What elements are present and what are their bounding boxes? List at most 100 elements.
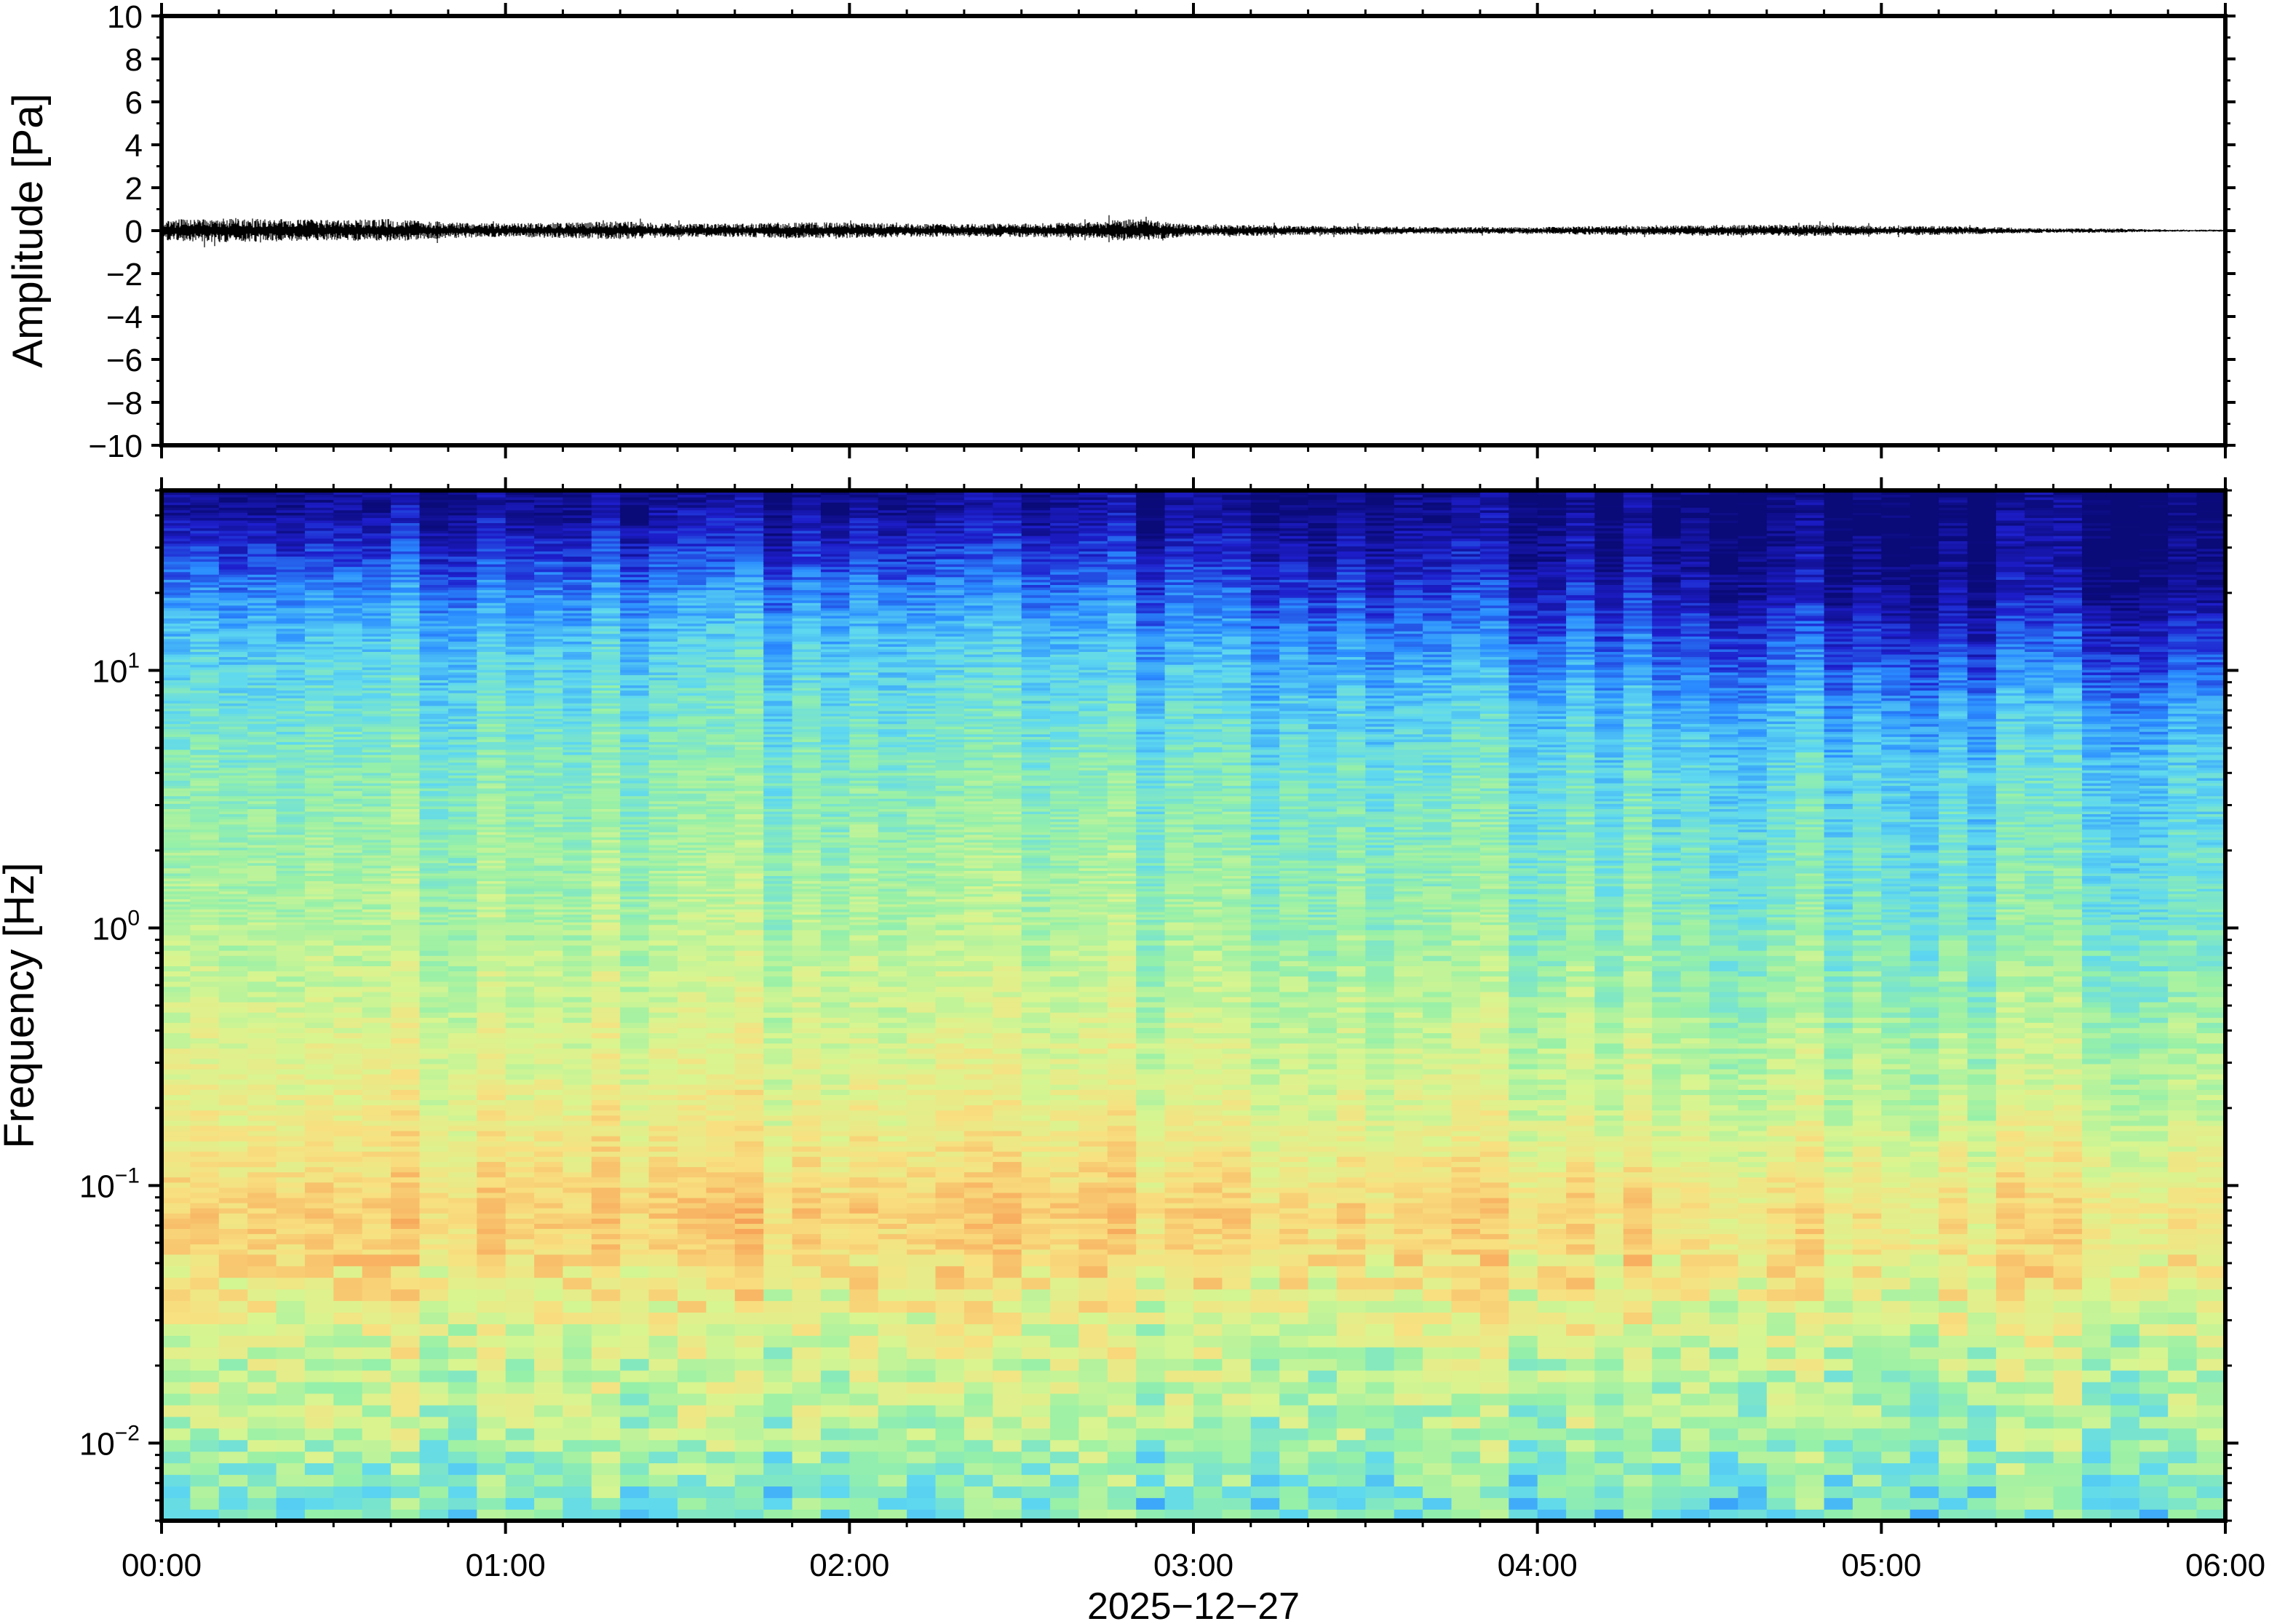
spectrogram-cell [190,741,220,745]
spectrogram-cell [247,1156,277,1162]
spectrogram-cell [391,1011,421,1018]
spectrogram-cell [276,1369,306,1382]
spectrogram-cell [534,1462,564,1476]
spectrogram-cell [362,1393,392,1406]
spectrogram-cell [304,1063,335,1070]
spectrogram-cell [419,1084,449,1090]
spectrogram-cell [247,692,277,696]
spectrogram-cell [477,1125,506,1131]
spectrogram-cell [333,991,363,998]
spectrogram-cell [190,579,220,583]
spectrogram-cell [247,556,277,560]
spectrogram-cell [190,522,220,526]
spectrogram-cell [190,491,220,495]
spectrogram-cell [591,1135,621,1142]
spectrogram-cell [247,625,277,629]
spectrogram-cell [477,1324,506,1336]
spectrogram-cell [218,1135,248,1142]
spectrogram-cell [391,1289,421,1302]
spectrogram-cell [333,1099,363,1106]
spectrogram-cell [534,1022,564,1028]
spectrogram-cell [162,811,191,814]
spectrogram-cell [563,1404,592,1417]
spectrogram-cell [218,733,248,737]
spectrogram-cell [276,1218,306,1224]
spectrogram-cell [534,1016,564,1023]
spectrogram-cell [190,628,220,632]
spectrogram-cell [218,849,248,853]
spectrogram-cell [648,981,678,987]
spectrogram-cell [276,1001,306,1008]
spectrogram-cell [247,939,277,946]
spectrogram-cell [162,620,191,624]
spectrogram-cell [190,636,220,640]
spectrogram-cell [162,1094,191,1100]
spectrogram-cell [333,1151,363,1157]
spectrogram-cell [218,844,248,848]
spectrogram-cell [419,1265,449,1278]
spectrogram-cell [477,1202,506,1209]
spectrogram-cell [648,1048,678,1054]
spectrogram-cell [304,1497,335,1510]
spectrogram-cell [333,1104,363,1111]
spectrogram-cell [304,1084,335,1090]
spectrogram-cell [162,1161,191,1168]
spectrogram-cell [218,589,248,593]
spectrogram-cell [591,1254,621,1267]
spectrogram-cell [218,563,248,568]
spectrogram-cell [276,1151,306,1157]
spectrogram-cell [218,896,248,899]
spectrogram-cell [391,1135,421,1142]
spectrogram-cell [620,1140,650,1147]
spectrogram-cell [304,1048,335,1054]
spectrogram-cell [162,1265,191,1278]
spectrogram-cell [190,625,220,629]
spectrogram-cell [591,1053,621,1059]
spectrogram-cell [304,996,335,1003]
spectrogram-cell [448,1120,478,1126]
spectrogram-cell [563,1120,592,1126]
spectrogram-cell [477,1135,506,1142]
spectrogram-cell [247,752,277,755]
spectrogram-cell [218,517,248,521]
spectrogram-cell [620,1125,650,1131]
spectrogram-cell [534,1078,564,1085]
spectrogram-cell [218,1428,248,1441]
spectrogram-cell [362,1182,392,1188]
spectrogram-cell [333,1063,363,1070]
spectrogram-cell [247,610,277,613]
spectrogram-cell [218,829,248,832]
spectrogram-cell [218,813,248,817]
spectrogram-cell [333,1177,363,1183]
spectrogram-cell [276,1011,306,1018]
spectrogram-cell [276,1439,306,1452]
spectrogram-cell [620,1213,650,1219]
spectrogram-cell [190,906,220,909]
spectrogram-cell [218,749,248,753]
spectrogram-cell [591,996,621,1003]
spectrogram-cell [591,1022,621,1028]
spectrogram-cell [218,800,248,804]
spectrogram-cell [505,1104,535,1111]
spectrogram-cell [218,803,248,807]
spectrogram-cell [362,1068,392,1075]
spectrogram-cell [190,1238,220,1245]
spectrogram-cell [218,901,248,904]
spectrogram-cell [362,1474,392,1486]
spectrogram-cell [218,762,248,765]
spectrogram-cell [391,950,421,956]
spectrogram-cell [333,1187,363,1193]
spectrogram-cell [162,739,191,742]
spectrogram-cell [419,955,449,961]
spectrogram-cell [477,1027,506,1033]
spectrogram-cell [362,960,392,966]
spectrogram-cell [190,785,220,789]
spectrogram-cell [591,1094,621,1100]
spectrogram-cell [276,1135,306,1142]
spectrogram-cell [190,1393,220,1406]
spectrogram-cell [247,1243,277,1250]
spectrogram-cell [534,1038,564,1044]
spectrogram-cell [448,955,478,961]
spectrogram-cell [333,986,363,992]
spectrogram-cell [620,1404,650,1417]
